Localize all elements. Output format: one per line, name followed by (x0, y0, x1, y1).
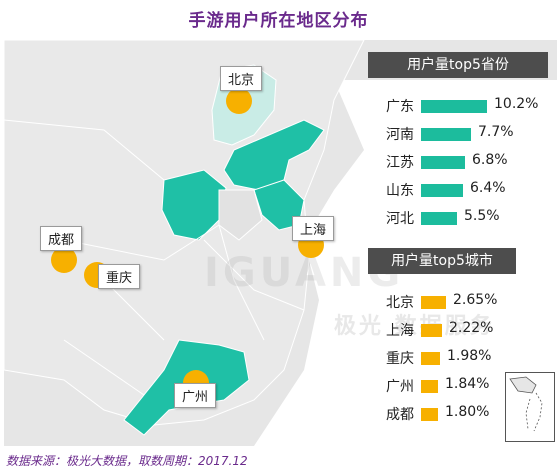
dot-chengdu (51, 247, 77, 273)
city-row: 上海 2.22% (368, 320, 548, 340)
province-row: 河南 7.7% (368, 124, 548, 144)
city-label: 上海 (386, 323, 414, 339)
city-label: 广州 (386, 379, 414, 395)
borders (4, 119, 305, 396)
data-source-footer: 数据来源：极光大数据，取数周期：2017.12 (6, 454, 248, 468)
label-shanghai: 上海 (292, 216, 335, 241)
province-bar (421, 100, 487, 113)
province-value-label: 5.5% (464, 208, 500, 224)
city-bar (421, 324, 442, 337)
province-value-label: 10.2% (494, 96, 539, 112)
province-row: 江苏 6.8% (368, 152, 548, 172)
inset-map-icon (509, 376, 543, 432)
label-beijing: 北京 (220, 66, 263, 91)
city-bar (421, 296, 446, 309)
province-value-label: 6.8% (472, 152, 508, 168)
province-row: 山东 6.4% (368, 180, 548, 200)
watermark-subtitle: 极光 数据服务 (334, 314, 495, 339)
city-label: 北京 (386, 295, 414, 311)
province-bar (421, 212, 457, 225)
label-chengdu: 成都 (40, 226, 83, 251)
anhui-region (218, 189, 263, 241)
city-value-label: 1.84% (445, 376, 490, 392)
city-row: 北京 2.65% (368, 292, 548, 312)
province-bar (421, 156, 465, 169)
city-value-label: 1.98% (447, 348, 492, 364)
city-bar (421, 408, 438, 421)
province-bar (421, 128, 471, 141)
city-value-label: 2.22% (449, 320, 494, 336)
province-row: 河北 5.5% (368, 208, 548, 228)
henan-region (161, 169, 227, 241)
province-label: 河北 (386, 211, 414, 227)
province-label: 江苏 (386, 155, 414, 171)
province-label: 山东 (386, 183, 414, 199)
city-label: 重庆 (386, 351, 414, 367)
city-value-label: 1.80% (445, 404, 490, 420)
city-bar (421, 352, 440, 365)
province-value-label: 6.4% (470, 180, 506, 196)
label-chongqing: 重庆 (98, 264, 141, 289)
province-label: 广东 (386, 99, 414, 115)
province-bar (421, 184, 463, 197)
city-row: 广州 1.84% (368, 376, 548, 396)
shandong-region (223, 119, 325, 191)
page-title: 手游用户所在地区分布 (188, 11, 369, 31)
city-bar (421, 380, 438, 393)
city-row: 成都 1.80% (368, 404, 548, 424)
province-row: 广东 10.2% (368, 96, 548, 116)
provinces-panel-title: 用户量top5省份 (368, 52, 548, 78)
dot-beijing (226, 88, 252, 114)
province-value-label: 7.7% (478, 124, 514, 140)
cities-panel-title: 用户量top5城市 (368, 248, 516, 274)
label-guangzhou: 广州 (174, 383, 217, 408)
city-row: 重庆 1.98% (368, 348, 548, 368)
city-value-label: 2.65% (453, 292, 498, 308)
watermark: IGUANG (204, 250, 405, 296)
city-label: 成都 (386, 407, 414, 423)
south-china-sea-inset (505, 372, 555, 442)
province-label: 河南 (386, 127, 414, 143)
